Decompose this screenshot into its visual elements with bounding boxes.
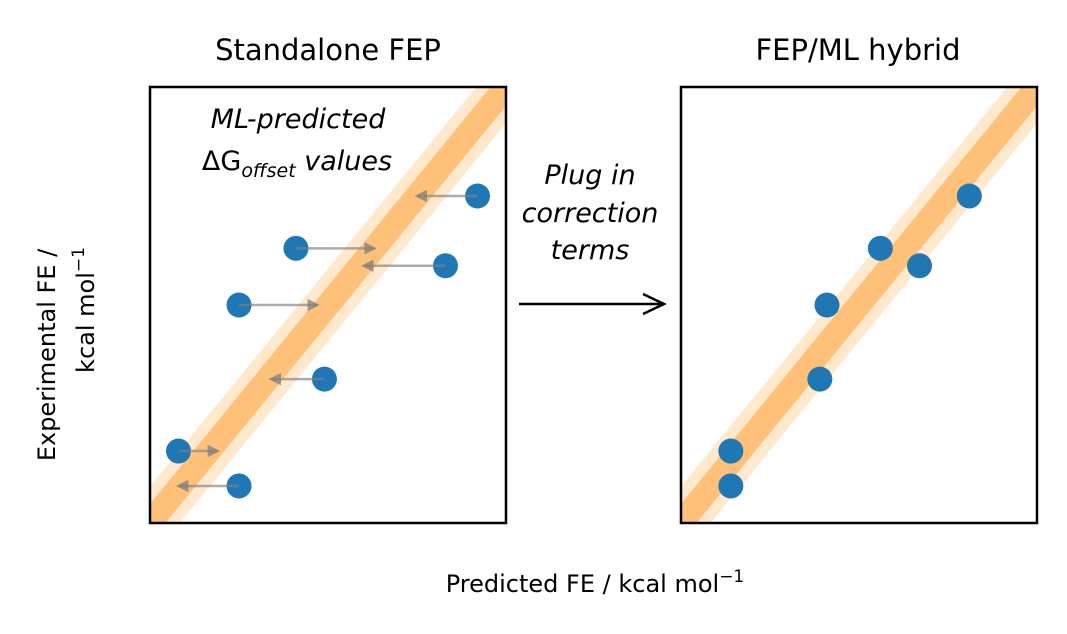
points-left	[165, 183, 491, 499]
transition-arrow-group: Plug in correction terms	[519, 160, 667, 316]
data-point	[814, 292, 840, 318]
panel-title-left: Standalone FEP	[215, 33, 441, 67]
panel-standalone-fep: Standalone FEP ML-predicted ΔGoffset val…	[148, 33, 508, 525]
values-text: values	[296, 146, 392, 177]
transition-arrow-head	[642, 292, 667, 316]
arrow-label-line1: Plug in	[544, 160, 635, 191]
plot-frame-right	[679, 85, 1039, 525]
y-axis-label-line1: Experimental FE /	[33, 248, 61, 461]
points-right	[718, 183, 982, 499]
arrow-label-line3: terms	[551, 235, 630, 266]
data-point	[807, 366, 833, 392]
y-axis-unit-exponent: −1	[69, 247, 89, 272]
arrow-label-line2: correction	[522, 198, 659, 229]
data-point	[907, 253, 933, 279]
x-axis-label: Predicted FE / kcal mol−1	[446, 567, 745, 598]
data-point	[867, 235, 893, 261]
delta-g-symbol: ΔG	[202, 146, 241, 177]
offset-subscript: offset	[241, 160, 297, 182]
data-point	[718, 473, 744, 499]
data-point	[956, 183, 982, 209]
annotation-ml-predicted: ML-predicted	[211, 104, 387, 135]
plot-frame-left	[148, 85, 508, 525]
y-axis-unit: kcal mol	[72, 272, 100, 373]
x-axis-label-text: Predicted FE / kcal mol	[446, 570, 719, 598]
x-axis-unit-exponent: −1	[719, 567, 744, 587]
annotation-delta-g-offset: ΔGoffset values	[202, 146, 392, 182]
y-axis-label-line2: kcal mol−1	[69, 247, 100, 373]
panel-fep-ml-hybrid: FEP/ML hybrid	[679, 33, 1039, 525]
panel-title-right: FEP/ML hybrid	[756, 33, 961, 67]
data-point	[718, 438, 744, 464]
